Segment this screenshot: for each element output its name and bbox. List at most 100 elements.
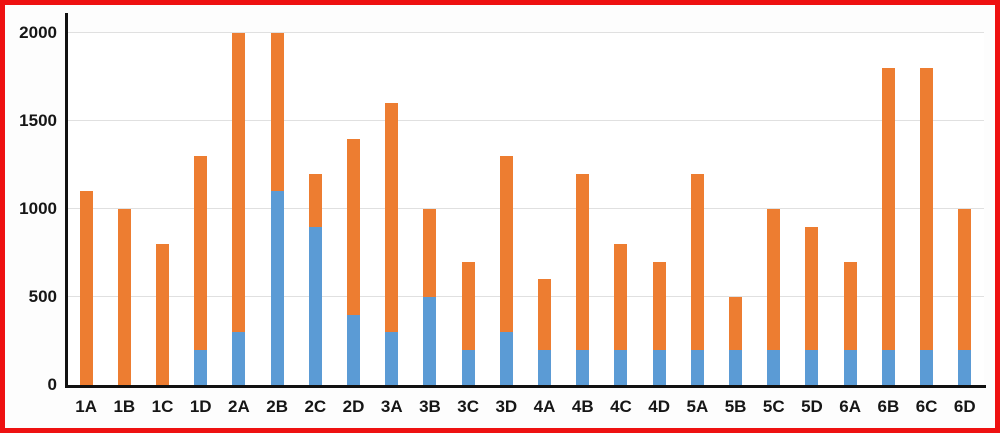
x-label-6D: 6D — [953, 397, 976, 416]
bar-4C — [614, 244, 628, 385]
bar-2B — [270, 33, 284, 385]
x-label-4C: 4C — [610, 397, 632, 416]
bar-slot-1A — [67, 33, 105, 385]
bar-3B-bottom-segment — [423, 297, 437, 385]
bar-slot-6D — [946, 33, 984, 385]
bar-6A-bottom-segment — [843, 349, 857, 385]
bar-4C-top-segment — [614, 244, 628, 350]
bar-2A — [232, 33, 246, 385]
bar-4A-top-segment — [538, 279, 552, 350]
x-axis-line — [65, 385, 986, 388]
bar-4A — [538, 279, 552, 385]
bar-1A-top-segment — [79, 191, 93, 385]
bar-4C-bottom-segment — [614, 349, 628, 385]
bar-3C-bottom-segment — [461, 349, 475, 385]
bar-3A-bottom-segment — [385, 332, 399, 385]
x-label-4B: 4B — [571, 397, 594, 416]
x-label-6A: 6A — [839, 397, 862, 416]
bar-3D — [499, 156, 513, 385]
bar-2B-bottom-segment — [270, 191, 284, 385]
bar-2B-top-segment — [270, 33, 284, 192]
x-label-4D: 4D — [648, 397, 671, 416]
bar-4B-top-segment — [576, 173, 590, 350]
bar-2A-top-segment — [232, 33, 246, 333]
bar-slot-3C — [449, 33, 487, 385]
bar-2C — [308, 173, 322, 385]
bar-5C — [767, 209, 781, 385]
bar-4D-top-segment — [652, 261, 666, 350]
x-label-6B: 6B — [877, 397, 900, 416]
gridline-500 — [67, 296, 984, 297]
bar-5A-top-segment — [690, 173, 704, 350]
gridline-1000 — [67, 208, 984, 209]
bar-3A — [385, 103, 399, 385]
x-axis-category-labels: 1A 1B 1C 1D 2A 2B 2C 2D 3A 3B 3C 3D 4A 4B 4C 4D 5A 5B 5C 5D… — [67, 397, 984, 417]
bar-6B-bottom-segment — [881, 349, 895, 385]
y-axis-tick-labels: 0 500 1000 1500 2000 — [5, 23, 57, 394]
bar-5B-top-segment — [729, 297, 743, 350]
bar-4D — [652, 261, 666, 385]
bar-6B — [881, 68, 895, 385]
bar-6D-bottom-segment — [958, 349, 972, 385]
stacked-bar-chart: 0 500 1000 1500 2000 1A 1B 1C 1D 2A 2B 2C 2D 3A 3B 3C 3… — [5, 5, 995, 428]
bar-slot-4A — [525, 33, 563, 385]
y-axis-line — [65, 13, 68, 388]
bar-1D-bottom-segment — [194, 349, 208, 385]
bar-slot-1C — [143, 33, 181, 385]
bar-6A — [843, 261, 857, 385]
y-tick-label-500: 500 — [28, 287, 57, 306]
bar-2D-bottom-segment — [347, 314, 361, 385]
bar-1C-top-segment — [156, 244, 169, 385]
bar-2D-top-segment — [347, 138, 361, 315]
bar-6D-top-segment — [958, 209, 972, 350]
bar-3C — [461, 261, 475, 385]
bar-slot-2D — [334, 33, 372, 385]
y-tick-label-1500: 1500 — [19, 111, 57, 130]
bar-2A-bottom-segment — [232, 332, 246, 385]
bar-6D — [958, 209, 972, 385]
bar-6C-bottom-segment — [920, 349, 934, 385]
bar-slot-5B — [716, 33, 754, 385]
x-label-3C: 3C — [457, 397, 479, 416]
bar-slot-3B — [411, 33, 449, 385]
x-label-5C: 5C — [762, 397, 785, 416]
bar-6C-top-segment — [920, 68, 934, 350]
bar-slot-6B — [869, 33, 907, 385]
bar-5C-top-segment — [767, 209, 781, 350]
bar-1D-top-segment — [194, 156, 208, 350]
bar-slot-4D — [640, 33, 678, 385]
bar-slot-3D — [487, 33, 525, 385]
bar-slot-2C — [296, 33, 334, 385]
bar-4D-bottom-segment — [652, 349, 666, 385]
bar-2D — [347, 138, 361, 385]
bar-1D — [194, 156, 208, 385]
bar-slot-6A — [831, 33, 869, 385]
bar-2C-top-segment — [308, 173, 322, 227]
x-label-5A: 5A — [686, 397, 709, 416]
bar-3D-top-segment — [499, 156, 513, 333]
x-label-2B: 2B — [266, 397, 288, 416]
bar-5A-bottom-segment — [690, 349, 704, 385]
x-label-3B: 3B — [419, 397, 441, 416]
bar-5D — [805, 226, 819, 385]
bar-3D-bottom-segment — [499, 332, 513, 385]
bar-5D-top-segment — [805, 226, 819, 350]
x-label-1C: 1C — [151, 397, 174, 416]
y-tick-label-1000: 1000 — [19, 199, 57, 218]
x-label-3A: 3A — [380, 397, 403, 416]
x-label-6C: 6C — [915, 397, 938, 416]
bar-6B-top-segment — [881, 68, 895, 350]
bar-slot-2A — [220, 33, 258, 385]
bar-5A — [690, 173, 704, 385]
bar-slot-5D — [793, 33, 831, 385]
bar-4B-bottom-segment — [576, 349, 590, 385]
bar-1C — [156, 244, 169, 385]
bar-1A — [79, 191, 93, 385]
x-label-1D: 1D — [189, 397, 212, 416]
bar-6C — [920, 68, 934, 385]
x-label-2D: 2D — [342, 397, 365, 416]
x-label-5B: 5B — [724, 397, 747, 416]
bar-slot-3A — [373, 33, 411, 385]
bar-slot-1B — [105, 33, 143, 385]
